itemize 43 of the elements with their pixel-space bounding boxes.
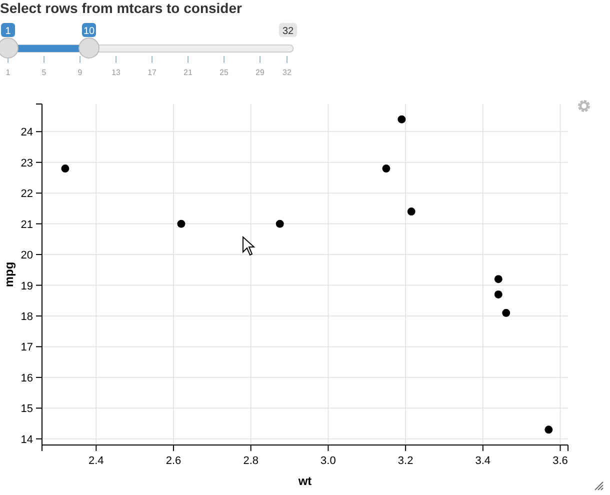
point bbox=[276, 220, 284, 228]
y-tick-label: 19 bbox=[20, 280, 33, 292]
y-tick-label: 17 bbox=[20, 342, 33, 354]
x-axis-title: wt bbox=[297, 474, 312, 488]
x-tick-label: 2.4 bbox=[88, 455, 104, 467]
y-tick-label: 20 bbox=[20, 250, 33, 262]
x-tick-label: 2.8 bbox=[243, 455, 258, 467]
point bbox=[494, 290, 502, 298]
text: 13 bbox=[112, 68, 121, 77]
text: Select rows from mtcars to consider bbox=[0, 0, 243, 16]
y-tick-label: 15 bbox=[20, 403, 33, 416]
y-tick-label: 14 bbox=[20, 434, 33, 446]
y-tick-label: 16 bbox=[20, 372, 33, 384]
point bbox=[61, 164, 70, 172]
point bbox=[382, 164, 390, 172]
text: 17 bbox=[148, 68, 157, 77]
x-tick-label: 2.6 bbox=[166, 455, 182, 467]
x-tick-label: 3.4 bbox=[475, 455, 491, 467]
data-label: 1 bbox=[5, 26, 12, 37]
x-tick-label: 3.0 bbox=[320, 455, 336, 467]
text: 25 bbox=[220, 68, 229, 77]
point bbox=[494, 275, 502, 284]
text: 32 bbox=[282, 68, 292, 77]
y-axis-title: mpg bbox=[2, 262, 16, 288]
text: 5 bbox=[42, 68, 47, 77]
text: 29 bbox=[256, 68, 265, 77]
y-tick-label: 22 bbox=[20, 188, 33, 200]
data-label: 10 bbox=[83, 26, 95, 37]
x-tick-label: 3.2 bbox=[398, 455, 414, 467]
point bbox=[177, 220, 186, 228]
text: 32 bbox=[282, 26, 294, 37]
text: 21 bbox=[184, 68, 193, 77]
point bbox=[407, 208, 416, 216]
point bbox=[398, 115, 406, 124]
y-tick-label: 21 bbox=[20, 218, 33, 231]
y-tick-label: 18 bbox=[20, 310, 33, 323]
x-tick-label: 3.6 bbox=[552, 455, 568, 467]
point bbox=[502, 308, 510, 317]
text: 9 bbox=[78, 68, 83, 77]
y-tick-label: 24 bbox=[20, 126, 33, 139]
point bbox=[544, 426, 553, 434]
text: 1 bbox=[6, 68, 11, 77]
y-tick-label: 23 bbox=[20, 157, 33, 170]
